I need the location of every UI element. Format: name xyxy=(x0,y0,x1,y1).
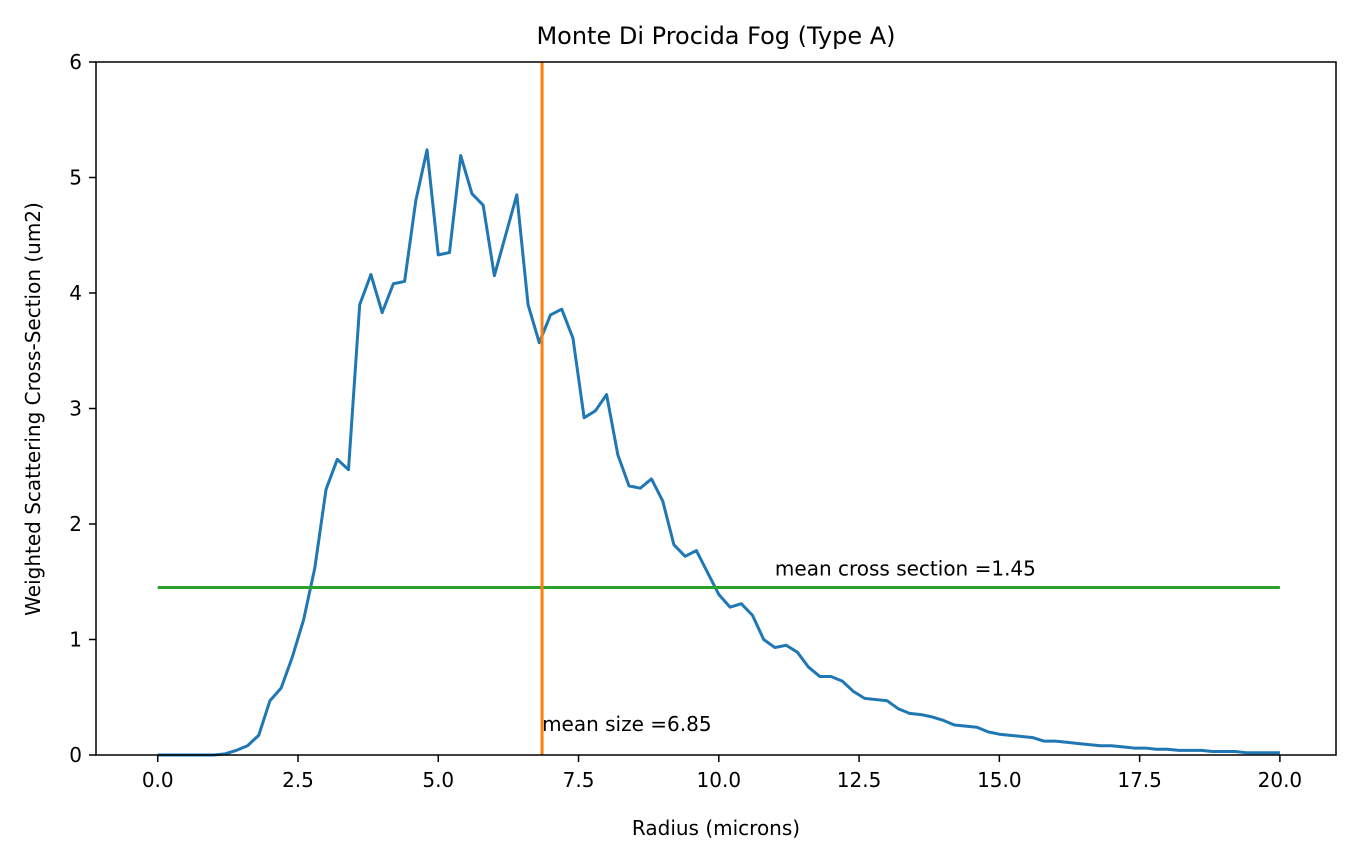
x-tick-label: 15.0 xyxy=(977,768,1022,792)
y-tick-label: 0 xyxy=(69,743,82,767)
x-axis-label: Radius (microns) xyxy=(632,816,800,840)
chart-title: Monte Di Procida Fog (Type A) xyxy=(536,22,895,50)
x-tick-label: 17.5 xyxy=(1117,768,1162,792)
y-tick-label: 6 xyxy=(69,50,82,74)
x-tick-label: 7.5 xyxy=(563,768,595,792)
y-tick-label: 2 xyxy=(69,512,82,536)
x-tick-label: 5.0 xyxy=(422,768,454,792)
mean-size-label: mean size =6.85 xyxy=(542,712,712,736)
x-tick-label: 20.0 xyxy=(1258,768,1303,792)
y-tick-label: 5 xyxy=(69,166,82,190)
y-tick-label: 1 xyxy=(69,628,82,652)
series-line-0 xyxy=(157,148,1280,757)
plot-frame xyxy=(95,61,1337,756)
x-tick-label: 12.5 xyxy=(837,768,882,792)
x-tick-label: 10.0 xyxy=(697,768,742,792)
x-tick-label: 2.5 xyxy=(282,768,314,792)
x-ticks: 0.0 2.5 5.0 7.5 10.0 12.5 15.0 17.5 20.0 xyxy=(142,755,1302,792)
y-ticks: 0 1 2 3 4 5 6 xyxy=(69,50,96,767)
plot-marks xyxy=(157,62,1280,757)
x-tick-label: 0.0 xyxy=(142,768,174,792)
y-tick-label: 3 xyxy=(69,397,82,421)
y-axis-label: Weighted Scattering Cross-Section (um2) xyxy=(21,202,45,616)
y-tick-label: 4 xyxy=(69,281,82,305)
mean-cross-section-label: mean cross section =1.45 xyxy=(775,557,1036,581)
